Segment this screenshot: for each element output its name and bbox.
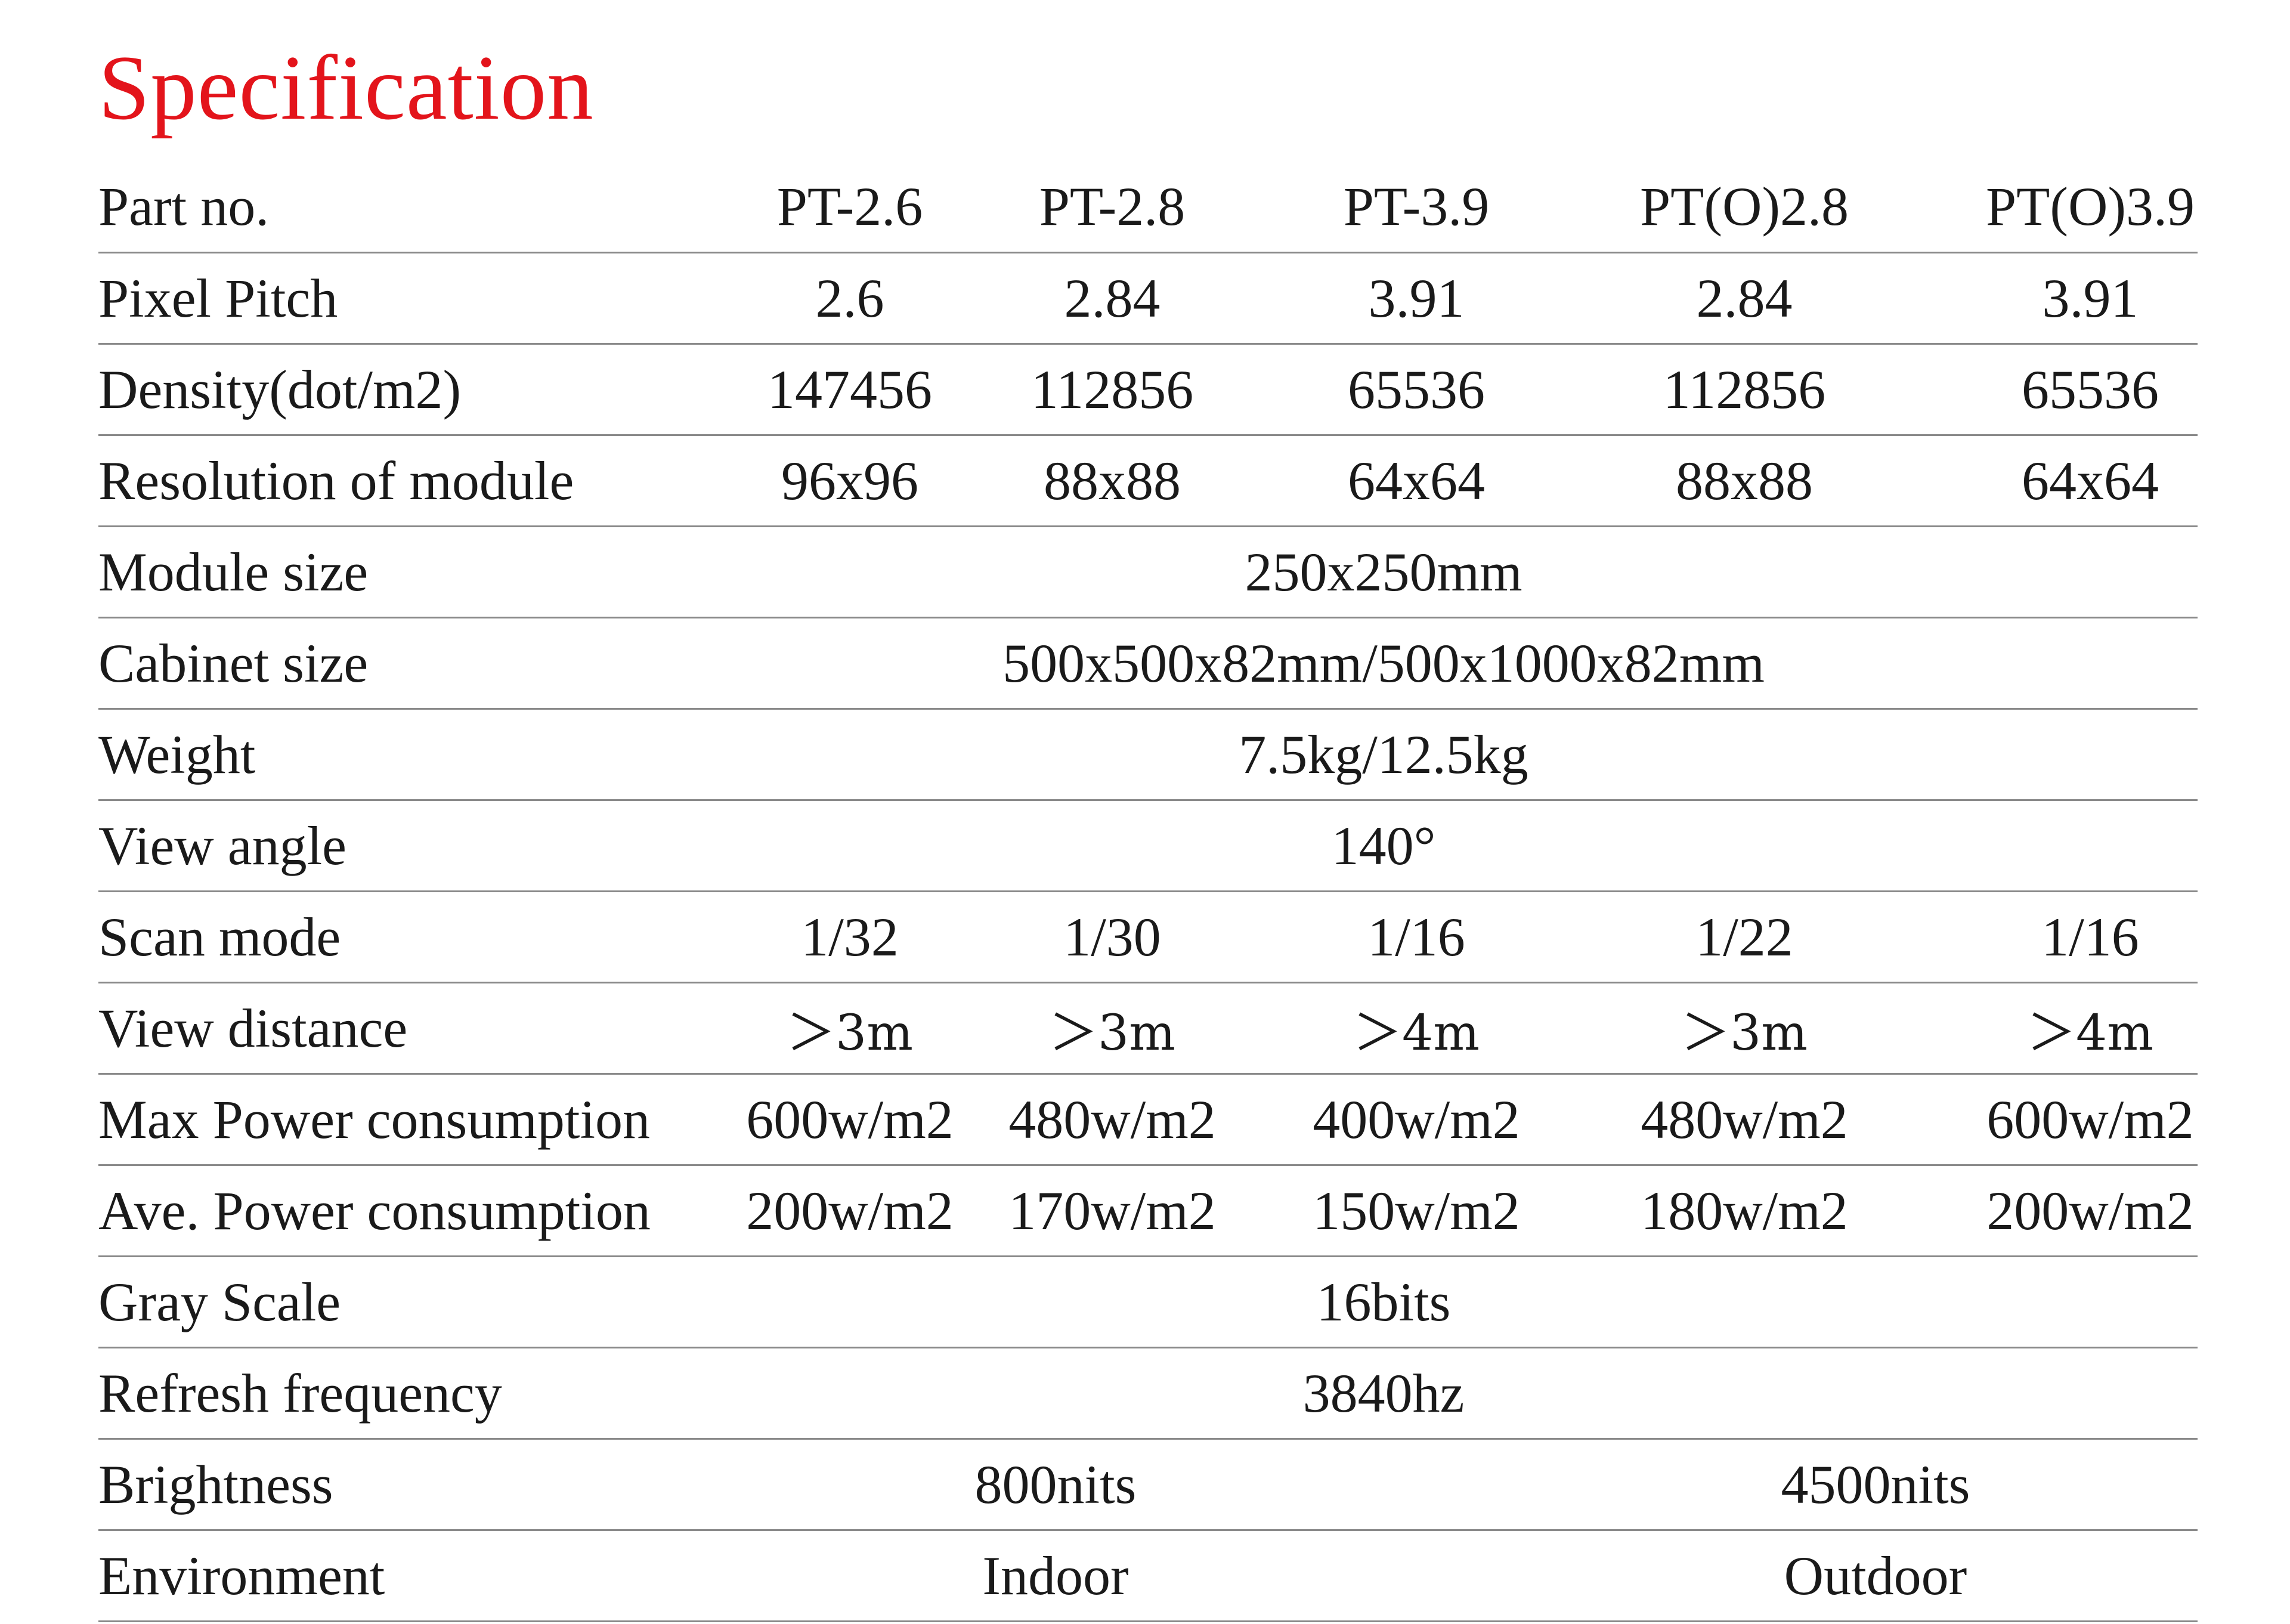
table-row-view-angle: View angle 140° <box>98 801 2198 892</box>
table-cell: 112856 <box>1030 359 1194 420</box>
table-cell: 1/22 <box>1695 907 1793 967</box>
table-cell: ＞3m <box>1049 1004 1175 1062</box>
table-cell: 480w/m2 <box>1641 1089 1848 1150</box>
table-cell: 180w/m2 <box>1641 1180 1848 1241</box>
table-cell: Outdoor <box>1784 1545 1967 1606</box>
table-cell: 170w/m2 <box>1008 1180 1216 1241</box>
row-label: Density(dot/m2) <box>98 359 462 420</box>
row-label: View angle <box>98 815 346 876</box>
table-row-gray-scale: Gray Scale 16bits <box>98 1257 2198 1348</box>
table-row-density: Density(dot/m2) 147456 112856 65536 1128… <box>98 345 2198 436</box>
row-label: Resolution of module <box>98 450 574 511</box>
table-cell: 200w/m2 <box>746 1180 954 1241</box>
table-cell: 147456 <box>768 359 932 420</box>
row-label: Weight <box>98 724 256 785</box>
table-cell: 65536 <box>2022 359 2159 420</box>
table-row-module-size: Module size 250x250mm <box>98 527 2198 618</box>
table-cell: 1/32 <box>801 907 899 967</box>
table-cell: 88x88 <box>1044 450 1181 511</box>
table-cell: 250x250mm <box>1245 542 1522 602</box>
model-header: PT-3.9 <box>1343 176 1490 237</box>
table-row-environment: Environment Indoor Outdoor <box>98 1531 2198 1622</box>
table-cell: 16bits <box>1316 1272 1451 1332</box>
model-header: PT(O)3.9 <box>1985 176 2195 237</box>
table-cell: 2.84 <box>1064 268 1161 329</box>
table-cell: ＞4m <box>2027 1004 2153 1062</box>
spec-table: Part no. PT-2.6 PT-2.8 PT-3.9 PT(O)2.8 P… <box>98 161 2198 1622</box>
table-cell: 140° <box>1331 815 1436 876</box>
row-label: View distance <box>98 998 408 1059</box>
row-label: Part no. <box>98 176 270 237</box>
table-cell: 480w/m2 <box>1008 1089 1216 1150</box>
table-cell: 1/30 <box>1063 907 1161 967</box>
table-header-row: Part no. PT-2.6 PT-2.8 PT-3.9 PT(O)2.8 P… <box>98 161 2198 253</box>
table-cell: 600w/m2 <box>746 1089 954 1150</box>
table-row-brightness: Brightness 800nits 4500nits <box>98 1440 2198 1531</box>
table-cell: 600w/m2 <box>1986 1089 2194 1150</box>
table-cell: 800nits <box>974 1454 1137 1515</box>
model-header: PT-2.6 <box>776 176 923 237</box>
row-label: Max Power consumption <box>98 1089 651 1150</box>
model-header: PT(O)2.8 <box>1639 176 1849 237</box>
table-row-cabinet-size: Cabinet size 500x500x82mm/500x1000x82mm <box>98 618 2198 710</box>
table-row-resolution: Resolution of module 96x96 88x88 64x64 8… <box>98 436 2198 527</box>
row-label: Gray Scale <box>98 1272 341 1332</box>
table-row-max-power: Max Power consumption 600w/m2 480w/m2 40… <box>98 1075 2198 1166</box>
row-label: Scan mode <box>98 907 341 967</box>
table-cell: 200w/m2 <box>1986 1180 2194 1241</box>
page-title: Specification <box>98 36 594 139</box>
table-cell: 88x88 <box>1676 450 1813 511</box>
table-cell: 1/16 <box>2041 907 2139 967</box>
table-row-weight: Weight 7.5kg/12.5kg <box>98 710 2198 801</box>
table-cell: ＞4m <box>1353 1004 1480 1062</box>
table-cell: 64x64 <box>2022 450 2159 511</box>
table-row-scan-mode: Scan mode 1/32 1/30 1/16 1/22 1/16 <box>98 892 2198 983</box>
row-label: Cabinet size <box>98 633 369 694</box>
row-label: Environment <box>98 1545 385 1606</box>
table-cell: 2.6 <box>815 268 884 329</box>
table-cell: 150w/m2 <box>1313 1180 1520 1241</box>
table-cell: 96x96 <box>781 450 918 511</box>
row-label: Brightness <box>98 1454 333 1515</box>
table-row-view-distance: View distance ＞3m ＞3m ＞4m ＞3m ＞4m <box>98 983 2198 1075</box>
model-header: PT-2.8 <box>1039 176 1186 237</box>
table-row-refresh-frequency: Refresh frequency 3840hz <box>98 1348 2198 1440</box>
row-label: Ave. Power consumption <box>98 1180 651 1241</box>
row-label: Pixel Pitch <box>98 268 338 329</box>
table-cell: 3840hz <box>1302 1363 1465 1424</box>
table-cell: Indoor <box>982 1545 1129 1606</box>
table-cell: 112856 <box>1663 359 1826 420</box>
row-label: Module size <box>98 542 369 602</box>
table-row-pixel-pitch: Pixel Pitch 2.6 2.84 3.91 2.84 3.91 <box>98 253 2198 345</box>
table-cell: 65536 <box>1348 359 1485 420</box>
table-cell: 400w/m2 <box>1313 1089 1520 1150</box>
table-cell: 1/16 <box>1367 907 1465 967</box>
table-cell: ＞3m <box>1681 1004 1808 1062</box>
table-cell: 500x500x82mm/500x1000x82mm <box>1002 633 1765 694</box>
table-cell: 3.91 <box>1368 268 1465 329</box>
table-cell: 2.84 <box>1696 268 1793 329</box>
table-row-ave-power: Ave. Power consumption 200w/m2 170w/m2 1… <box>98 1166 2198 1257</box>
row-label: Refresh frequency <box>98 1363 502 1424</box>
table-cell: 4500nits <box>1781 1454 1970 1515</box>
table-cell: 7.5kg/12.5kg <box>1239 724 1528 785</box>
table-cell: ＞3m <box>787 1004 913 1062</box>
table-cell: 3.91 <box>2042 268 2139 329</box>
table-cell: 64x64 <box>1348 450 1485 511</box>
